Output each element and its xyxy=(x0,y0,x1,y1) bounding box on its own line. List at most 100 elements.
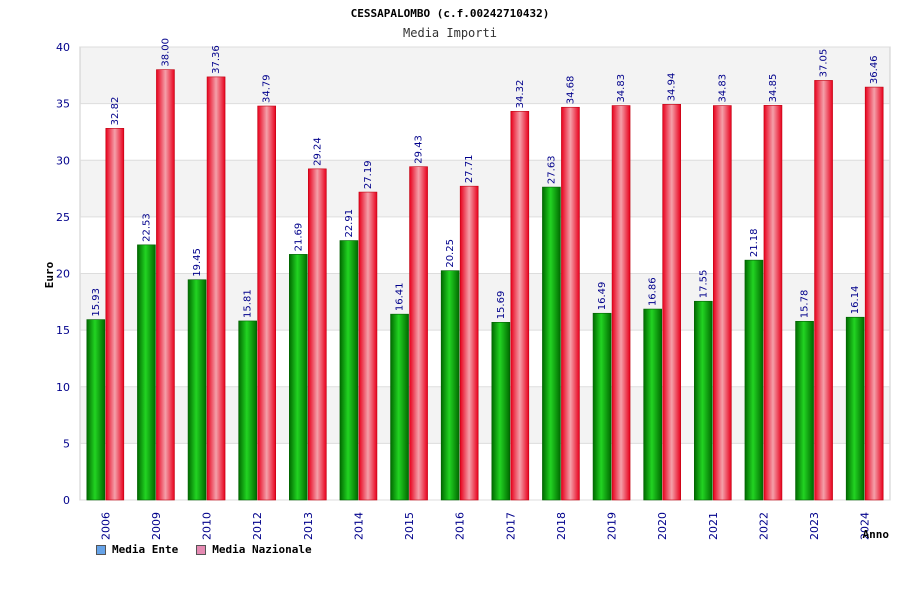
x-tick-label: 2013 xyxy=(302,512,315,540)
data-label: 29.24 xyxy=(312,137,323,166)
y-tick-label: 15 xyxy=(56,324,70,337)
legend: Media Ente Media Nazionale xyxy=(96,543,312,556)
data-label: 34.94 xyxy=(667,73,678,102)
data-label: 36.46 xyxy=(869,55,880,84)
legend-item-media-ente: Media Ente xyxy=(96,543,178,556)
legend-item-media-nazionale: Media Nazionale xyxy=(196,543,312,556)
bar-media-ente-2015 xyxy=(390,313,409,501)
y-tick-label: 20 xyxy=(56,268,70,281)
y-tick-label: 35 xyxy=(56,98,70,111)
y-axis-ticks: 0 5 10 15 20 25 30 35 40 xyxy=(56,41,70,507)
bar-media-ente-2006 xyxy=(86,319,106,501)
data-label: 34.83 xyxy=(717,74,728,103)
bar-media-ente-2022 xyxy=(744,259,764,501)
x-tick-label: 2009 xyxy=(150,512,163,540)
data-label: 32.82 xyxy=(110,97,121,126)
legend-swatch-media-ente xyxy=(96,544,106,555)
data-label: 37.05 xyxy=(819,49,830,78)
bar-media-nazionale-2009 xyxy=(156,69,175,501)
data-label: 20.25 xyxy=(445,239,456,268)
bar-media-nazionale-2023 xyxy=(814,80,833,501)
bar-media-ente-2013 xyxy=(289,254,308,501)
x-tick-label: 2017 xyxy=(504,512,517,540)
data-label: 16.86 xyxy=(648,277,659,306)
data-label: 17.55 xyxy=(698,270,709,299)
bar-media-nazionale-2013 xyxy=(308,168,327,501)
x-tick-label: 2019 xyxy=(606,512,619,540)
y-tick-label: 30 xyxy=(56,154,70,167)
chart-title: CESSAPALOMBO (c.f.00242710432) xyxy=(351,7,550,20)
bar-media-nazionale-2016 xyxy=(459,185,479,501)
data-label: 34.68 xyxy=(565,76,576,105)
bar-media-ente-2018 xyxy=(542,186,561,501)
bar-media-ente-2017 xyxy=(491,322,511,501)
data-label: 21.69 xyxy=(293,223,304,252)
bar-media-nazionale-2021 xyxy=(713,105,732,501)
data-label: 21.18 xyxy=(749,228,760,257)
data-label: 38.00 xyxy=(160,38,171,67)
x-tick-label: 2020 xyxy=(656,512,669,540)
bar-media-nazionale-2020 xyxy=(662,104,681,501)
data-label: 15.81 xyxy=(243,289,254,318)
x-tick-label: 2023 xyxy=(808,512,821,540)
x-tick-label: 2006 xyxy=(99,512,112,540)
bar-media-nazionale-2010 xyxy=(206,76,226,501)
y-tick-label: 10 xyxy=(56,381,70,394)
y-tick-label: 40 xyxy=(56,41,70,54)
data-label: 37.36 xyxy=(211,45,222,74)
bar-media-ente-2014 xyxy=(339,240,359,501)
legend-label-media-nazionale: Media Nazionale xyxy=(212,543,312,556)
data-label: 27.19 xyxy=(363,160,374,189)
x-tick-label: 2018 xyxy=(555,512,568,540)
y-axis-label: Euro xyxy=(43,261,56,288)
bar-media-ente-2012 xyxy=(238,320,257,501)
data-label: 34.79 xyxy=(262,74,273,103)
bars: 15.93 32.82 22.53 38.00 19.45 37.36 15.81 34.79… xyxy=(86,38,884,501)
y-tick-label: 5 xyxy=(63,437,70,450)
x-tick-label: 2014 xyxy=(352,512,365,540)
x-tick-label: 2010 xyxy=(201,512,214,540)
y-tick-label: 25 xyxy=(56,211,70,224)
bar-media-ente-2019 xyxy=(592,312,612,501)
x-tick-label: 2021 xyxy=(707,512,720,540)
x-tick-label: 2022 xyxy=(757,512,770,540)
data-label: 15.69 xyxy=(496,291,507,320)
data-label: 16.49 xyxy=(597,282,608,311)
y-tick-label: 0 xyxy=(63,494,70,507)
data-label: 34.83 xyxy=(616,74,627,103)
data-label: 29.43 xyxy=(414,135,425,164)
bar-media-nazionale-2012 xyxy=(257,105,276,501)
legend-swatch-media-nazionale xyxy=(196,544,207,555)
data-label: 34.32 xyxy=(515,80,526,109)
bar-media-nazionale-2006 xyxy=(105,128,125,501)
bar-media-ente-2024 xyxy=(845,316,865,501)
data-label: 27.63 xyxy=(546,155,557,184)
bar-media-nazionale-2018 xyxy=(561,106,580,501)
bar-media-nazionale-2024 xyxy=(864,86,884,501)
data-label: 22.91 xyxy=(344,209,355,238)
data-label: 16.41 xyxy=(395,283,406,312)
bar-media-ente-2023 xyxy=(795,320,814,501)
chart-subtitle: Media Importi xyxy=(403,26,497,40)
bar-media-ente-2021 xyxy=(694,300,713,501)
data-label: 19.45 xyxy=(192,248,203,277)
data-label: 27.71 xyxy=(464,155,475,184)
x-axis-ticks: 2006 2009 2010 2012 2013 2014 2015 2016 2017 2018… xyxy=(99,512,871,540)
bar-media-ente-2016 xyxy=(440,270,460,501)
x-axis-label: Anno xyxy=(863,528,890,541)
bar-media-nazionale-2017 xyxy=(510,111,530,501)
bar-media-nazionale-2022 xyxy=(763,105,783,501)
x-tick-label: 2015 xyxy=(403,512,416,540)
bar-media-nazionale-2019 xyxy=(611,105,631,501)
data-label: 15.78 xyxy=(800,290,811,319)
x-tick-label: 2012 xyxy=(251,512,264,540)
legend-label-media-ente: Media Ente xyxy=(112,543,179,556)
x-tick-label: 2016 xyxy=(454,512,467,540)
data-label: 16.14 xyxy=(850,286,861,315)
bar-media-ente-2009 xyxy=(137,244,156,501)
bar-media-ente-2020 xyxy=(643,308,662,501)
bar-media-nazionale-2015 xyxy=(409,166,428,501)
data-label: 34.85 xyxy=(768,74,779,103)
bar-media-ente-2010 xyxy=(187,279,207,501)
